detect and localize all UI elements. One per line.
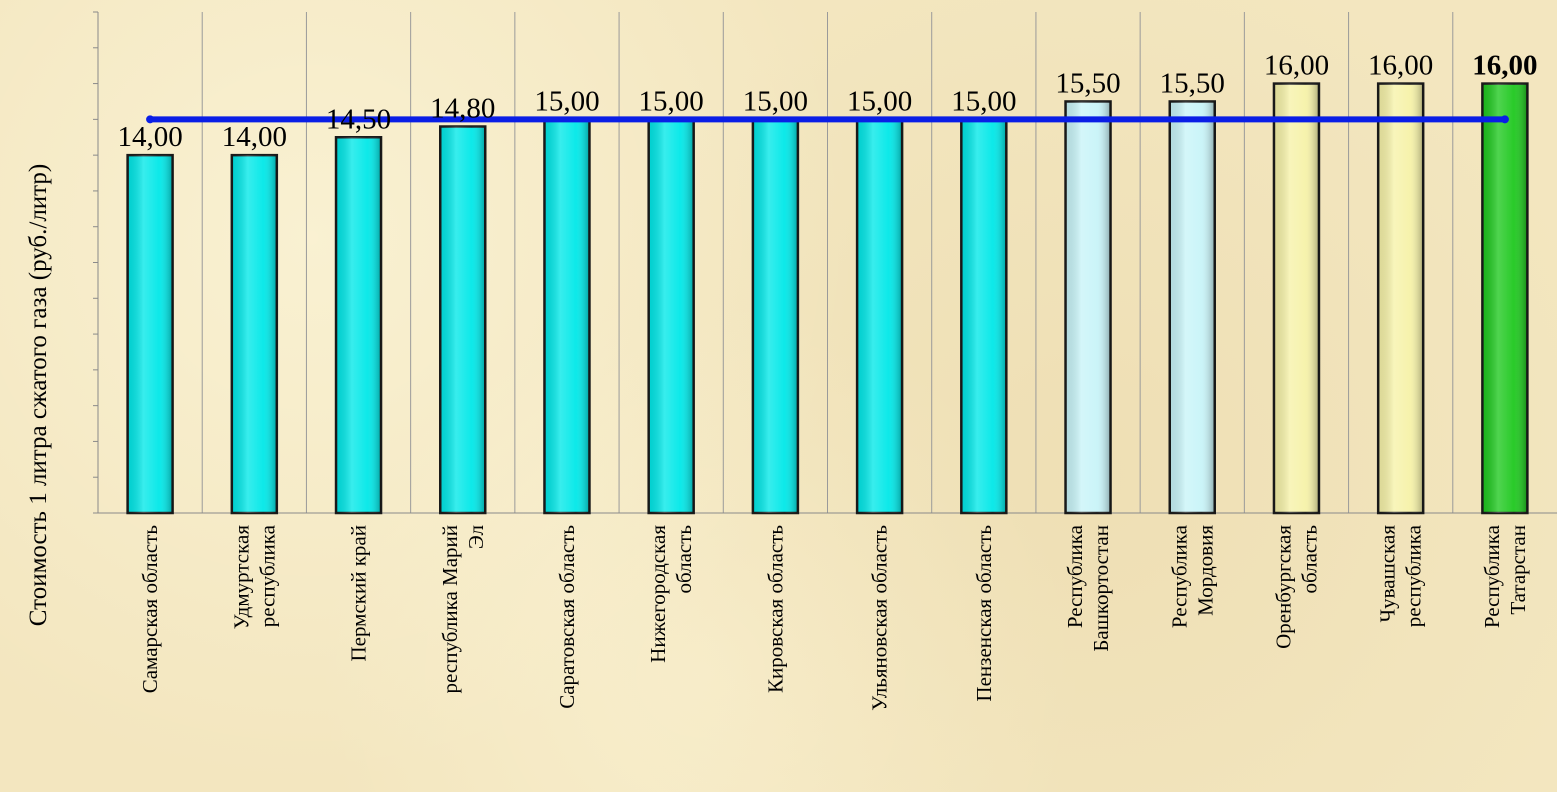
- value-label: 15,50: [1055, 67, 1120, 99]
- category-label: Татарстан: [1506, 525, 1530, 615]
- category-label: Удмуртская: [229, 525, 253, 630]
- category-label: Мордовия: [1193, 525, 1217, 616]
- bar-shade: [336, 137, 382, 513]
- category-label: Оренбургская: [1271, 525, 1295, 649]
- category-label: область: [672, 525, 696, 594]
- category-label: Ульяновская область: [868, 525, 892, 711]
- category-label: Башкортостан: [1089, 525, 1113, 652]
- value-label: 15,50: [1160, 67, 1225, 99]
- bars: [126, 82, 1529, 515]
- bar-shade: [961, 119, 1007, 513]
- value-label: 15,00: [951, 85, 1016, 117]
- reference-line-start: [146, 115, 155, 124]
- bar-shade: [1378, 83, 1424, 514]
- value-label: 15,00: [743, 85, 808, 117]
- value-label: 15,00: [639, 85, 704, 117]
- bar-shade: [1273, 83, 1319, 514]
- reference-line-end: [1500, 115, 1509, 124]
- category-label: область: [1297, 525, 1321, 594]
- category-labels: Самарская область Удмуртская республика Пер…: [138, 524, 1530, 710]
- category-label: Республика: [1167, 524, 1191, 628]
- value-label: 14,00: [117, 121, 182, 153]
- bar-shade: [231, 155, 277, 513]
- bar-shade: [1065, 101, 1111, 513]
- category-label: Республика: [1063, 524, 1087, 628]
- value-label: 16,00: [1368, 50, 1433, 82]
- value-label: 14,80: [430, 93, 495, 125]
- category-label: Кировская область: [763, 525, 787, 693]
- value-labels: 14,00 14,00 14,50 14,80 15,00 15,00 15,00 15,00…: [117, 50, 1537, 154]
- axes: [93, 11, 1557, 514]
- gridlines: [201, 12, 1454, 513]
- reference-line-layer: [146, 115, 1509, 124]
- category-label: Чувашская: [1376, 525, 1400, 623]
- bar-shade: [1169, 101, 1215, 513]
- category-label: Эл: [464, 525, 488, 549]
- category-label: Пермский край: [347, 525, 371, 661]
- category-label: Саратовская область: [555, 525, 579, 709]
- value-label: 16,00: [1264, 50, 1329, 82]
- category-label: Республика: [1480, 524, 1504, 628]
- category-label: Самарская область: [138, 525, 162, 693]
- category-label: Пензенская область: [972, 525, 996, 702]
- value-label: 15,00: [534, 85, 599, 117]
- bar-shade: [544, 119, 590, 513]
- y-axis-title: Стоимость 1 литра сжатого газа (руб./лит…: [25, 164, 52, 626]
- bar-shade: [857, 119, 903, 513]
- bar-shade: [648, 119, 694, 513]
- bar-shade: [752, 119, 798, 513]
- bar-shade: [440, 126, 486, 513]
- category-label: Нижегородская: [646, 525, 670, 663]
- category-label: республика: [1402, 524, 1426, 627]
- category-label: республика Марий: [438, 525, 462, 693]
- bar-shade: [127, 155, 173, 513]
- value-label: 14,50: [326, 103, 391, 135]
- category-label: республика: [255, 524, 279, 627]
- bar-shade: [1482, 83, 1528, 514]
- value-label: 15,00: [847, 85, 912, 117]
- value-label: 16,00: [1472, 50, 1537, 82]
- value-label: 14,00: [222, 121, 287, 153]
